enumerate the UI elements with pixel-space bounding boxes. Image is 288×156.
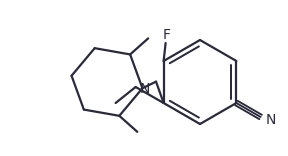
Text: N: N (139, 82, 150, 96)
Text: N: N (266, 113, 276, 127)
Text: F: F (163, 28, 170, 42)
